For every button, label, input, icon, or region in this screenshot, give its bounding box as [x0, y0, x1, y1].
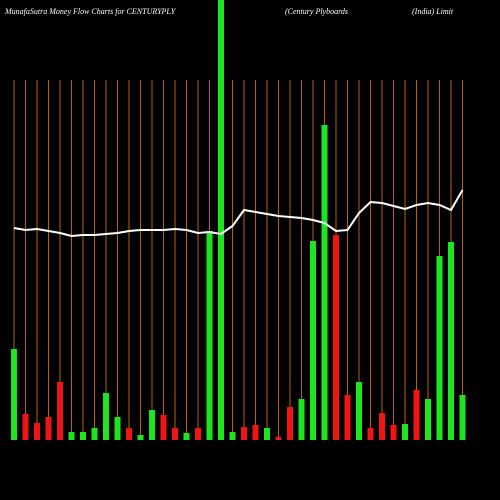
bar [57, 382, 63, 440]
bar [91, 428, 98, 440]
bar [390, 425, 397, 440]
bar [264, 428, 270, 440]
bar [379, 413, 385, 440]
bar [367, 428, 374, 440]
bar [68, 432, 75, 440]
chart-title: MunafaSutra Money Flow Charts for CENTUR… [4, 7, 177, 16]
bar [298, 399, 305, 440]
bar [356, 382, 362, 440]
chart-subtitle: (Century Plyboards [285, 7, 348, 16]
bar [114, 417, 121, 440]
bar [183, 433, 190, 440]
bar [252, 425, 259, 440]
bar [206, 231, 213, 440]
bar [229, 432, 236, 440]
bar [333, 235, 339, 440]
bar [34, 423, 40, 440]
bar [126, 428, 132, 440]
bar [80, 432, 86, 440]
bar [287, 407, 293, 440]
bar [321, 125, 328, 440]
bar [195, 428, 201, 440]
bar [11, 349, 17, 440]
bar [402, 424, 408, 440]
bar [241, 427, 247, 440]
bar [172, 428, 178, 440]
bar [425, 399, 431, 440]
bar [413, 390, 420, 440]
bar [218, 0, 224, 440]
money-flow-line [13, 189, 464, 238]
bar [310, 241, 316, 440]
bar [344, 395, 351, 440]
bar [448, 242, 454, 440]
bar [436, 256, 443, 440]
chart-subtitle: (India) Limit [412, 7, 454, 16]
bar [160, 415, 167, 440]
bar [22, 414, 29, 440]
bar [137, 435, 144, 440]
bar [45, 417, 52, 440]
bar [459, 395, 466, 440]
bar [149, 410, 155, 440]
bar [103, 393, 109, 440]
bar [275, 437, 282, 440]
